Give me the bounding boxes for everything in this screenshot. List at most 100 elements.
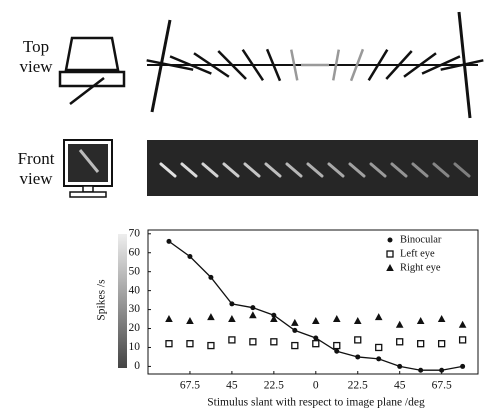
front-view-bar [180, 162, 198, 178]
data-point [332, 315, 341, 323]
data-point [207, 341, 215, 350]
front-view-bar [390, 162, 408, 178]
top-view-bar [289, 49, 299, 81]
top-view-bar [217, 50, 247, 80]
data-point [165, 315, 173, 323]
front-view-bar [369, 162, 387, 178]
data-point [270, 315, 278, 323]
data-point [458, 320, 467, 328]
front-view-bar [201, 162, 219, 178]
y-tick-label: 50 [129, 265, 141, 277]
x-tick-label: 0 [313, 380, 319, 392]
data-point [376, 356, 382, 362]
front-view-bar [159, 162, 177, 178]
series-line [168, 240, 463, 371]
data-point [460, 363, 466, 369]
legend-marker [386, 250, 394, 258]
y-tick-label: 60 [129, 246, 141, 258]
data-point [249, 311, 257, 319]
data-point [165, 340, 173, 348]
legend-marker [387, 237, 393, 243]
top-view-bar [331, 49, 341, 81]
panel-label: view [19, 169, 53, 188]
top-view-bar [146, 59, 194, 71]
front-view-icon [63, 139, 113, 198]
x-tick-label: 67.5 [180, 380, 200, 392]
top-view-bar [241, 48, 265, 82]
y-tick-label: 10 [129, 341, 141, 353]
front-view-bar [348, 162, 366, 178]
front-view-diagram [147, 140, 478, 196]
data-point [333, 341, 341, 350]
data-point [228, 336, 236, 344]
data-point [397, 363, 403, 369]
data-point [249, 338, 257, 346]
data-point [186, 340, 194, 348]
data-point [417, 340, 425, 348]
front-view-bar [453, 162, 471, 178]
data-point [312, 340, 320, 348]
top-view-bar [440, 59, 484, 71]
data-point [375, 343, 383, 352]
legend-label: Right eye [400, 262, 441, 273]
top-view-bar [385, 50, 413, 80]
data-point [228, 315, 236, 323]
front-view-bar [264, 162, 282, 178]
data-point [250, 305, 256, 311]
data-point [186, 316, 194, 324]
legend-marker [386, 264, 394, 271]
data-point [311, 316, 320, 324]
front-view-bar [432, 162, 450, 178]
front-view-bar [243, 162, 261, 178]
data-point [270, 338, 278, 346]
panel-label: Front [18, 149, 55, 168]
data-point [395, 320, 404, 328]
data-point [416, 316, 425, 324]
top-view-bar [169, 55, 212, 75]
data-point [418, 367, 424, 373]
x-tick-label: 45 [394, 380, 406, 392]
data-point [229, 301, 235, 307]
top-view-bar [367, 49, 389, 81]
front-view-bar [306, 162, 324, 178]
y-tick-label: 70 [129, 227, 141, 239]
y-tick-label: 0 [134, 360, 140, 372]
top-view-bar [349, 48, 365, 82]
y-tick-label: 30 [129, 303, 141, 315]
legend-label: Binocular [400, 234, 442, 245]
plot-frame [147, 229, 479, 375]
top-view-icon [58, 36, 126, 105]
data-point [396, 338, 404, 346]
front-view-bar [411, 162, 429, 178]
y-tick-label: 20 [129, 322, 141, 334]
data-point [354, 336, 362, 344]
data-point [374, 313, 383, 321]
panel-label: Top [23, 37, 49, 56]
data-point [334, 348, 340, 354]
gray-scale-bar [118, 234, 127, 368]
x-tick-label: 67.5 [432, 380, 452, 392]
x-tick-label: 45 [226, 380, 238, 392]
data-point [207, 313, 215, 321]
top-view-bar [403, 52, 437, 78]
data-point [353, 316, 362, 324]
x-axis-label: Stimulus slant with respect to image pla… [207, 397, 425, 409]
top-view-edge-bar [457, 11, 472, 119]
top-view-bar [265, 48, 282, 82]
top-view-edge-bar [150, 19, 172, 113]
front-view-bar [285, 162, 303, 178]
data-point [208, 274, 214, 280]
data-point [437, 315, 446, 323]
data-point [291, 318, 299, 326]
data-point [166, 238, 172, 244]
data-point [355, 354, 361, 360]
data-point [187, 254, 193, 260]
data-point [313, 335, 319, 341]
data-point [291, 341, 299, 350]
top-view-diagram [146, 11, 484, 119]
y-axis-label: Spikes /s [96, 279, 108, 321]
data-point [292, 327, 298, 333]
top-view-bar [193, 52, 230, 78]
